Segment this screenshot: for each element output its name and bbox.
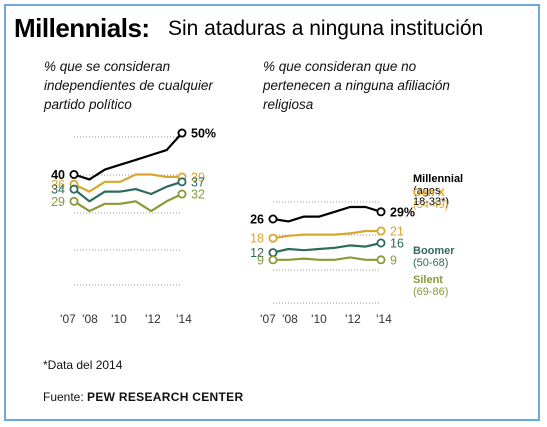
chart1-x-tick-3: '12 xyxy=(145,312,161,326)
chart1-series-millennial-line xyxy=(73,132,183,181)
legend-millennial-sub-0: (ages xyxy=(413,185,441,197)
chart2-series-millennial-end-label: 29% xyxy=(390,205,415,219)
legend-silent-sub-0: (69-86) xyxy=(413,286,448,298)
chart2-series-boomer-start-label: 12 xyxy=(250,246,264,260)
chart2-series-silent-end-point xyxy=(376,255,386,265)
chart2-series-silent-start-label: 9 xyxy=(257,253,264,267)
chart1-series-boomer-start-point xyxy=(69,184,79,194)
right-chart-title: % que consideran que no pertenecen a nin… xyxy=(263,59,450,112)
chart1-series-gen-x-end-label: 39 xyxy=(191,170,205,184)
legend-boomer-sub-0: (50-68) xyxy=(413,257,448,269)
chart1-x-tick-0: '07 xyxy=(60,312,76,326)
chart2-series-gen-x-end-point xyxy=(376,226,386,236)
chart1-series-boomer-line xyxy=(73,180,183,203)
source: Fuente: PEW RESEARCH CENTER xyxy=(43,390,243,404)
title-bold: Millennials: xyxy=(14,13,150,43)
chart2-series-millennial-start-label: 26 xyxy=(250,213,264,227)
chart2-series-silent-end-label: 9 xyxy=(390,253,397,267)
chart2-series-boomer-end-point xyxy=(376,238,386,248)
chart2-x-tick-1: '08 xyxy=(282,312,298,326)
chart1-series-millennial-end-point xyxy=(177,128,187,138)
chart2-x-tick-4: '14 xyxy=(376,312,392,326)
chart1-series-silent-end-label: 32 xyxy=(191,188,205,202)
chart2-series-gen-x-start-label: 18 xyxy=(250,232,264,246)
source-label: Fuente: xyxy=(43,390,84,404)
chart2-series-silent-start-point xyxy=(268,255,278,265)
chart1-series-boomer-end-label: 37 xyxy=(191,175,205,189)
chart1-series-gen-x-start-label: 36 xyxy=(51,178,65,192)
title-rest: Sin ataduras a ninguna institución xyxy=(168,17,484,40)
chart2-x-tick-0: '07 xyxy=(260,312,276,326)
chart2-series-millennial-line xyxy=(272,205,382,223)
chart1-series-millennial-end-label: 50% xyxy=(191,127,216,141)
chart-frame xyxy=(4,4,540,421)
chart2-series-millennial-end-point xyxy=(376,207,386,217)
legend-silent-label: Silent xyxy=(413,274,443,286)
chart2-series-boomer-line xyxy=(272,241,382,254)
legend-gen-x-sub-0: (34-49) xyxy=(413,199,448,211)
chart2-series-gen-x-end-label: 21 xyxy=(390,225,404,239)
chart1-series-silent-end-point xyxy=(177,189,187,199)
chart2-x-tick-2: '10 xyxy=(311,312,327,326)
chart1-series-boomer-end-point xyxy=(177,177,187,187)
legend-gen-x-label: Gen X xyxy=(413,187,445,199)
chart1-series-gen-x-line xyxy=(73,173,182,193)
footnote: *Data del 2014 xyxy=(43,358,123,372)
legend-millennial-sub-1: 18-33*) xyxy=(413,196,449,208)
chart1-series-boomer-start-label: 34 xyxy=(51,183,65,197)
chart2-series-millennial-start-point xyxy=(268,214,278,224)
chart2-series-silent-line xyxy=(273,256,381,261)
chart1-x-tick-4: '14 xyxy=(176,312,192,326)
source-org: PEW RESEARCH CENTER xyxy=(87,390,244,404)
chart2-series-gen-x-start-point xyxy=(268,233,278,243)
chart2-x-tick-3: '12 xyxy=(345,312,361,326)
chart2-series-boomer-end-label: 16 xyxy=(390,237,404,251)
chart1-series-millennial-start-point xyxy=(69,169,79,179)
legend-boomer-label: Boomer xyxy=(413,245,455,257)
chart2-series-boomer-start-point xyxy=(268,248,278,258)
chart1-x-tick-2: '10 xyxy=(111,312,127,326)
chart1-series-silent-line xyxy=(73,193,183,213)
chart1-series-silent-start-point xyxy=(69,196,79,206)
chart1-series-millennial-start-label: 40 xyxy=(51,168,65,182)
legend-millennial-label: Millennial xyxy=(413,173,463,185)
left-chart-title: % que se consideran independientes de cu… xyxy=(44,59,213,112)
chart1-x-tick-1: '08 xyxy=(82,312,98,326)
chart1-series-silent-start-label: 29 xyxy=(51,195,65,209)
chart2-series-gen-x-line xyxy=(272,229,381,240)
